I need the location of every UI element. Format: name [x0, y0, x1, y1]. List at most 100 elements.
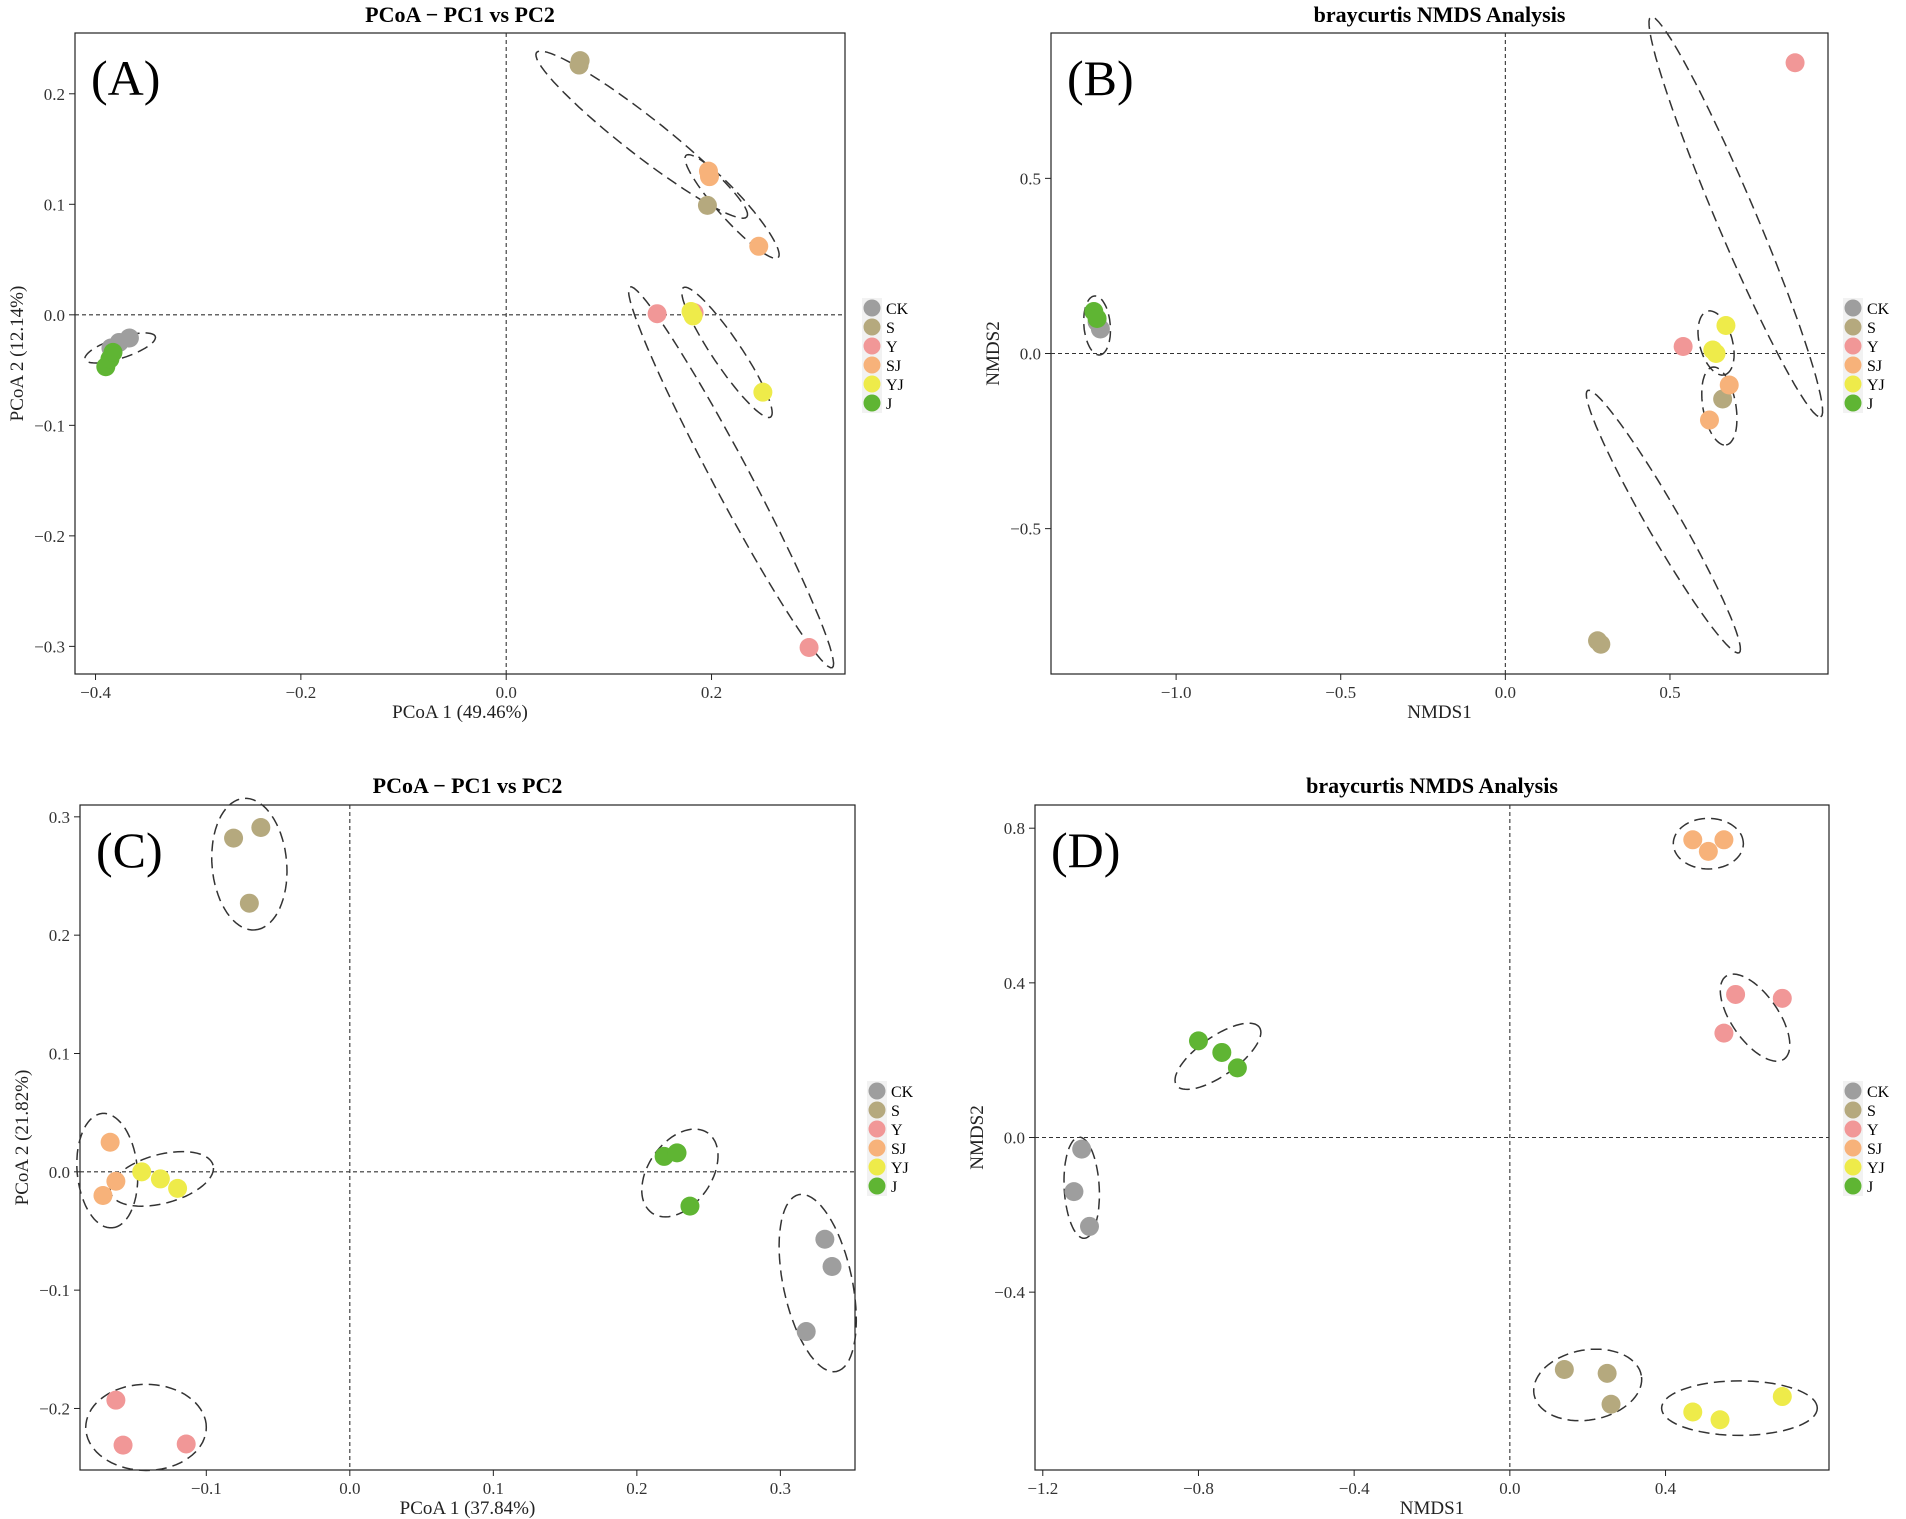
data-point-yj [1710, 1410, 1730, 1430]
chart-panel-a: −0.4 −0.2 0.0 0.2 −0.3 −0.2 −0.1 0.0 0.1 0.2 PCoA … [7, 2, 909, 723]
data-point-sj [93, 1185, 113, 1205]
data-point-y [1726, 984, 1746, 1004]
chart-panel-c: −0.1 0.0 0.1 0.2 0.3 −0.2 −0.1 0.0 0.1 0.2 0.3 PCoA… [12, 773, 914, 1519]
data-point-j [680, 1196, 700, 1216]
x-tick-label: 0.0 [339, 1479, 360, 1498]
legend-swatch-sj [1844, 356, 1862, 374]
confidence-ellipse-yj [1660, 1380, 1819, 1437]
panel-label: (A) [91, 50, 160, 106]
data-point-sj [1699, 410, 1719, 430]
x-tick-label: −0.1 [191, 1479, 222, 1498]
data-point-yj [150, 1169, 170, 1189]
chart-title: PCoA − PC1 vs PC2 [365, 2, 555, 27]
data-point-yj [1772, 1387, 1792, 1407]
legend-label-j: J [891, 1179, 897, 1196]
confidence-ellipse-y [627, 286, 835, 669]
x-tick-label: −0.4 [1339, 1479, 1370, 1498]
chart-title: PCoA − PC1 vs PC2 [373, 773, 563, 798]
x-axis-label: NMDS1 [1407, 702, 1471, 723]
data-point-sj [1683, 830, 1703, 850]
data-point-ck [796, 1322, 816, 1342]
legend-label-y: Y [891, 1122, 903, 1139]
data-point-s [1591, 634, 1611, 654]
data-point-s [697, 195, 717, 215]
legend-label-j: J [1867, 396, 1873, 413]
y-tick-label: −0.1 [39, 1281, 70, 1300]
x-tick-label: 0.4 [1655, 1479, 1677, 1498]
y-tick-label: 0.0 [1020, 345, 1041, 364]
legend-swatch-yj [863, 375, 881, 393]
chart-panel-b: −1.0 −0.5 0.0 0.5 −0.5 0.0 0.5 braycurtis NMDS … [983, 2, 1890, 723]
confidence-ellipse-yj [1697, 310, 1735, 376]
data-point-sj [699, 167, 719, 187]
data-point-y [1714, 1023, 1734, 1043]
data-point-s [569, 55, 589, 75]
data-point-yj [132, 1162, 152, 1182]
data-point-s [1597, 1363, 1617, 1383]
data-point-j [103, 342, 123, 362]
legend-label-y: Y [1867, 339, 1879, 356]
legend-label-sj: SJ [1867, 358, 1882, 375]
confidence-ellipse-yj [680, 286, 773, 419]
legend-label-s: S [891, 1103, 900, 1120]
legend-label-y: Y [886, 339, 898, 356]
legend-swatch-yj [1844, 375, 1862, 393]
data-point-y [106, 1390, 126, 1410]
legend-label-sj: SJ [891, 1141, 906, 1158]
legend: CK SY SJ YJ J [1843, 298, 1890, 413]
y-tick-label: −0.2 [34, 527, 65, 546]
data-point-yj [1706, 344, 1726, 363]
legend-swatch-yj [1844, 1158, 1862, 1176]
data-point-sj [100, 1132, 120, 1152]
legend-swatch-ck [1844, 1082, 1862, 1100]
data-point-s [224, 828, 244, 848]
x-tick-label: −0.8 [1183, 1479, 1214, 1498]
data-point-yj [1683, 1402, 1703, 1422]
legend-swatch-j [868, 1177, 886, 1195]
y-axis-label: PCoA 2 (21.82%) [12, 1070, 33, 1206]
legend-swatch-y [1844, 337, 1862, 355]
y-tick-label: −0.5 [1010, 520, 1041, 539]
legend-label-ck: CK [1867, 1084, 1890, 1101]
x-axis-label: NMDS1 [1400, 1498, 1464, 1519]
legend-label-y: Y [1867, 1122, 1879, 1139]
legend-label-yj: YJ [1867, 1160, 1885, 1177]
data-point-ck [1064, 1182, 1084, 1202]
data-point-s [239, 893, 259, 913]
data-point-s [251, 817, 271, 837]
y-tick-label: 0.1 [49, 1044, 70, 1063]
plot-frame [79, 804, 856, 1471]
x-tick-label: 0.2 [701, 683, 722, 702]
legend-label-s: S [1867, 1103, 1876, 1120]
y-tick-label: 0.4 [1004, 974, 1026, 993]
confidence-ellipse-sj [684, 153, 780, 260]
y-axis-label: NMDS2 [967, 1105, 988, 1169]
legend-label-sj: SJ [886, 358, 901, 375]
legend-swatch-y [863, 337, 881, 355]
x-tick-label: 0.5 [1659, 683, 1680, 702]
data-point-y [113, 1435, 133, 1455]
data-point-sj [106, 1171, 126, 1191]
data-point-y [1673, 336, 1693, 356]
y-axis-label: PCoA 2 (12.14%) [7, 286, 28, 422]
legend-swatch-s [868, 1101, 886, 1119]
legend-label-yj: YJ [891, 1160, 909, 1177]
confidence-ellipse-sj [1672, 817, 1745, 870]
legend-swatch-sj [863, 356, 881, 374]
data-point-j [1188, 1031, 1208, 1051]
legend: CK SY SJ YJ J [867, 1081, 914, 1196]
x-axis-label: PCoA 1 (37.84%) [400, 1498, 536, 1519]
confidence-ellipse-y [1648, 16, 1824, 418]
confidence-ellipse-ck [1063, 1136, 1101, 1240]
confidence-ellipse-s [1532, 1348, 1643, 1422]
confidence-ellipse-sj [76, 1112, 139, 1229]
legend-swatch-j [1844, 1177, 1862, 1195]
data-point-ck [119, 328, 139, 348]
legend-swatch-yj [868, 1158, 886, 1176]
legend-label-ck: CK [1867, 301, 1890, 318]
x-tick-label: 0.1 [483, 1479, 504, 1498]
confidence-ellipse-s [1585, 389, 1742, 654]
data-point-y [799, 637, 819, 657]
y-tick-label: −0.4 [994, 1283, 1025, 1302]
